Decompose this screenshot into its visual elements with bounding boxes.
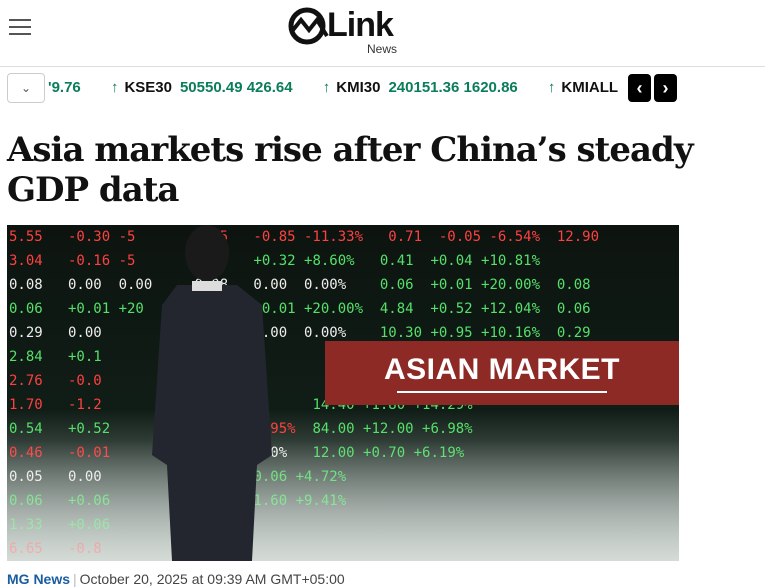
ticker-item[interactable]: ↑ KMI30 240151.36 1620.86 <box>323 70 518 106</box>
logo-text: Link <box>327 6 394 44</box>
ticker-symbol: KMIALL <box>561 79 619 96</box>
ticker-item[interactable]: ↑ KSE30 50550.49 426.64 <box>111 70 293 106</box>
logo-mark-icon <box>288 7 329 45</box>
ticker-prev-button[interactable]: ‹ <box>628 74 651 102</box>
ticker-symbol: KSE30 <box>124 79 172 96</box>
ticker-dropdown-button[interactable]: ⌄ <box>7 73 45 103</box>
logo-subtext: News <box>367 42 398 56</box>
up-arrow-icon: ↑ <box>547 79 556 96</box>
businessman-silhouette <box>152 225 272 561</box>
asian-market-banner: ASIAN MARKET <box>325 341 679 405</box>
ticker-item[interactable]: ↑ KMIALL <box>548 70 626 106</box>
ticker-item[interactable]: '9.76 <box>48 70 81 106</box>
ticker-value: '9.76 <box>48 79 81 96</box>
up-arrow-icon: ↑ <box>110 79 119 96</box>
ticker-symbol: KMI30 <box>336 79 381 96</box>
banner-underline <box>397 391 607 393</box>
byline-separator: | <box>73 571 77 587</box>
menu-icon[interactable] <box>9 19 31 37</box>
logo[interactable]: Link News <box>287 4 402 56</box>
ticker-value: 240151.36 1620.86 <box>388 79 518 96</box>
up-arrow-icon: ↑ <box>322 79 331 96</box>
image-fade <box>7 441 679 561</box>
ticker-next-button[interactable]: › <box>654 74 677 102</box>
market-ticker: ⌄ '9.76 ↑ KSE30 50550.49 426.64 ↑ KMI30 2401… <box>0 70 765 106</box>
article-hero-image: 5.55 -0.30 -5 6.65 -0.85 -11.33% 0.71 -0… <box>7 225 679 561</box>
ticker-track: '9.76 ↑ KSE30 50550.49 426.64 ↑ KMI30 240151… <box>48 70 628 106</box>
article-byline: MG News | October 20, 2025 at 09:39 AM GMT… <box>7 571 345 587</box>
source-link[interactable]: MG News <box>7 571 71 587</box>
article-headline: Asia markets rise after China’s steady G… <box>7 130 694 210</box>
publish-date: October 20, 2025 at 09:39 AM GMT+05:00 <box>79 571 345 587</box>
ticker-value: 50550.49 426.64 <box>179 79 293 96</box>
site-header: Link News <box>0 0 765 67</box>
